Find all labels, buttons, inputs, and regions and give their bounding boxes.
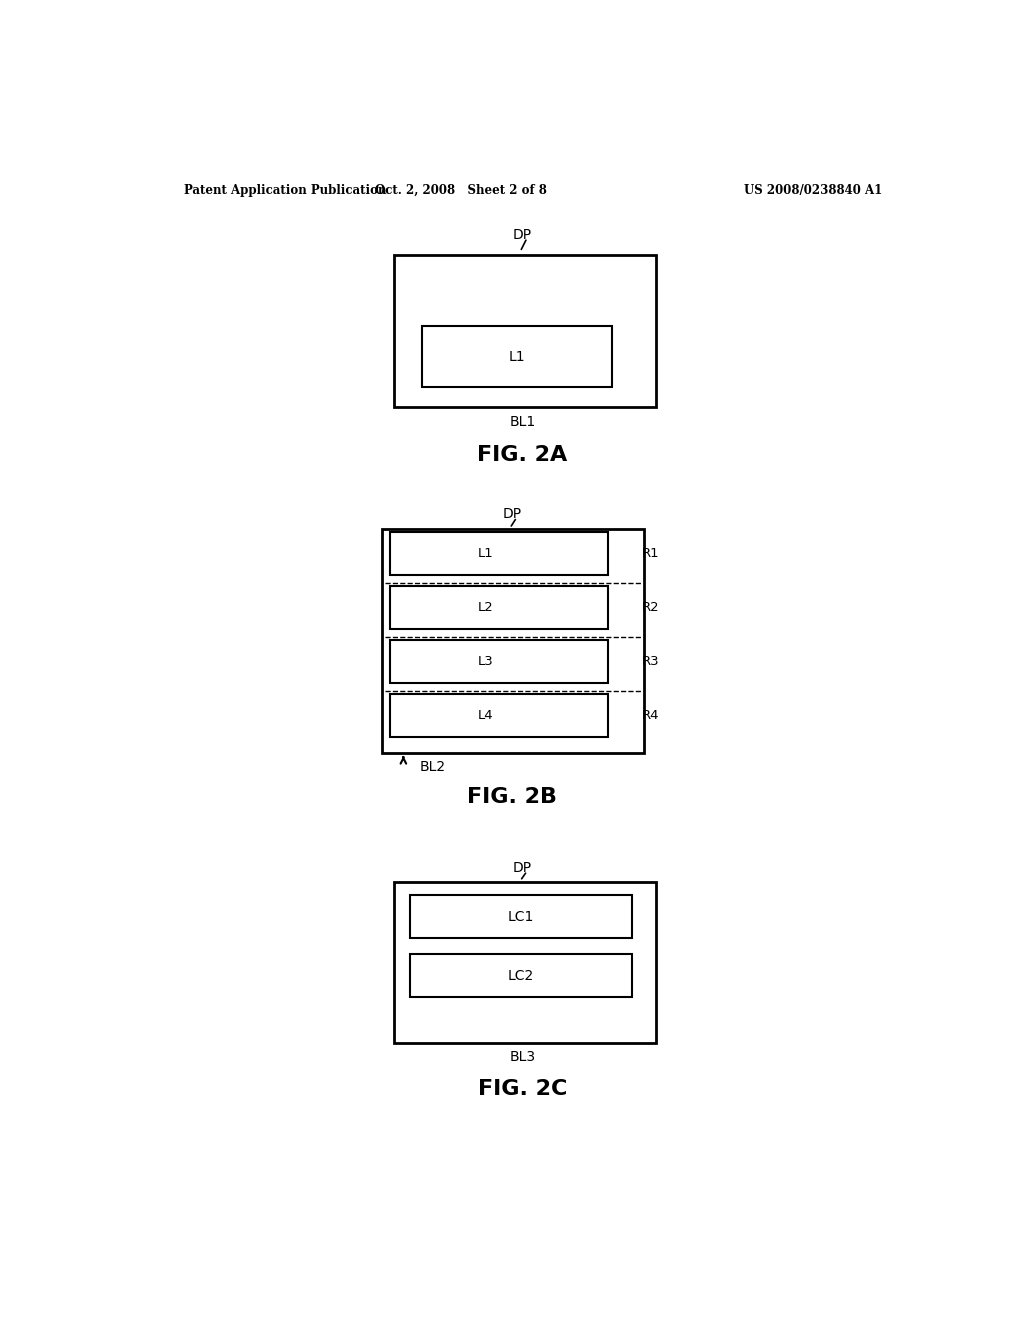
Text: R3: R3 xyxy=(641,655,659,668)
Text: L1: L1 xyxy=(509,350,525,363)
Bar xyxy=(410,954,632,997)
Bar xyxy=(390,532,608,576)
Text: FIG. 2C: FIG. 2C xyxy=(478,1080,567,1100)
Text: DP: DP xyxy=(503,507,521,521)
Bar xyxy=(390,586,608,630)
Text: LC2: LC2 xyxy=(508,969,534,982)
Text: BL1: BL1 xyxy=(509,414,536,429)
Text: Oct. 2, 2008   Sheet 2 of 8: Oct. 2, 2008 Sheet 2 of 8 xyxy=(376,183,547,197)
Text: BL3: BL3 xyxy=(509,1049,536,1064)
Bar xyxy=(390,640,608,682)
Bar xyxy=(390,694,608,737)
Bar xyxy=(422,326,612,387)
Text: DP: DP xyxy=(513,861,532,875)
Text: DP: DP xyxy=(513,227,532,242)
Text: FIG. 2B: FIG. 2B xyxy=(467,787,557,807)
Text: L4: L4 xyxy=(478,709,494,722)
Bar xyxy=(410,895,632,939)
Text: L2: L2 xyxy=(478,601,494,614)
Text: R1: R1 xyxy=(641,548,659,560)
Text: FIG. 2A: FIG. 2A xyxy=(477,445,567,465)
Text: US 2008/0238840 A1: US 2008/0238840 A1 xyxy=(743,183,882,197)
Text: R2: R2 xyxy=(641,601,659,614)
Text: Patent Application Publication: Patent Application Publication xyxy=(183,183,386,197)
Text: L1: L1 xyxy=(478,548,494,560)
Bar xyxy=(394,882,655,1043)
Text: R4: R4 xyxy=(641,709,658,722)
Text: BL2: BL2 xyxy=(420,760,446,774)
Bar xyxy=(382,529,644,752)
Text: LC1: LC1 xyxy=(508,909,535,924)
Bar xyxy=(394,255,655,408)
Text: L3: L3 xyxy=(478,655,494,668)
